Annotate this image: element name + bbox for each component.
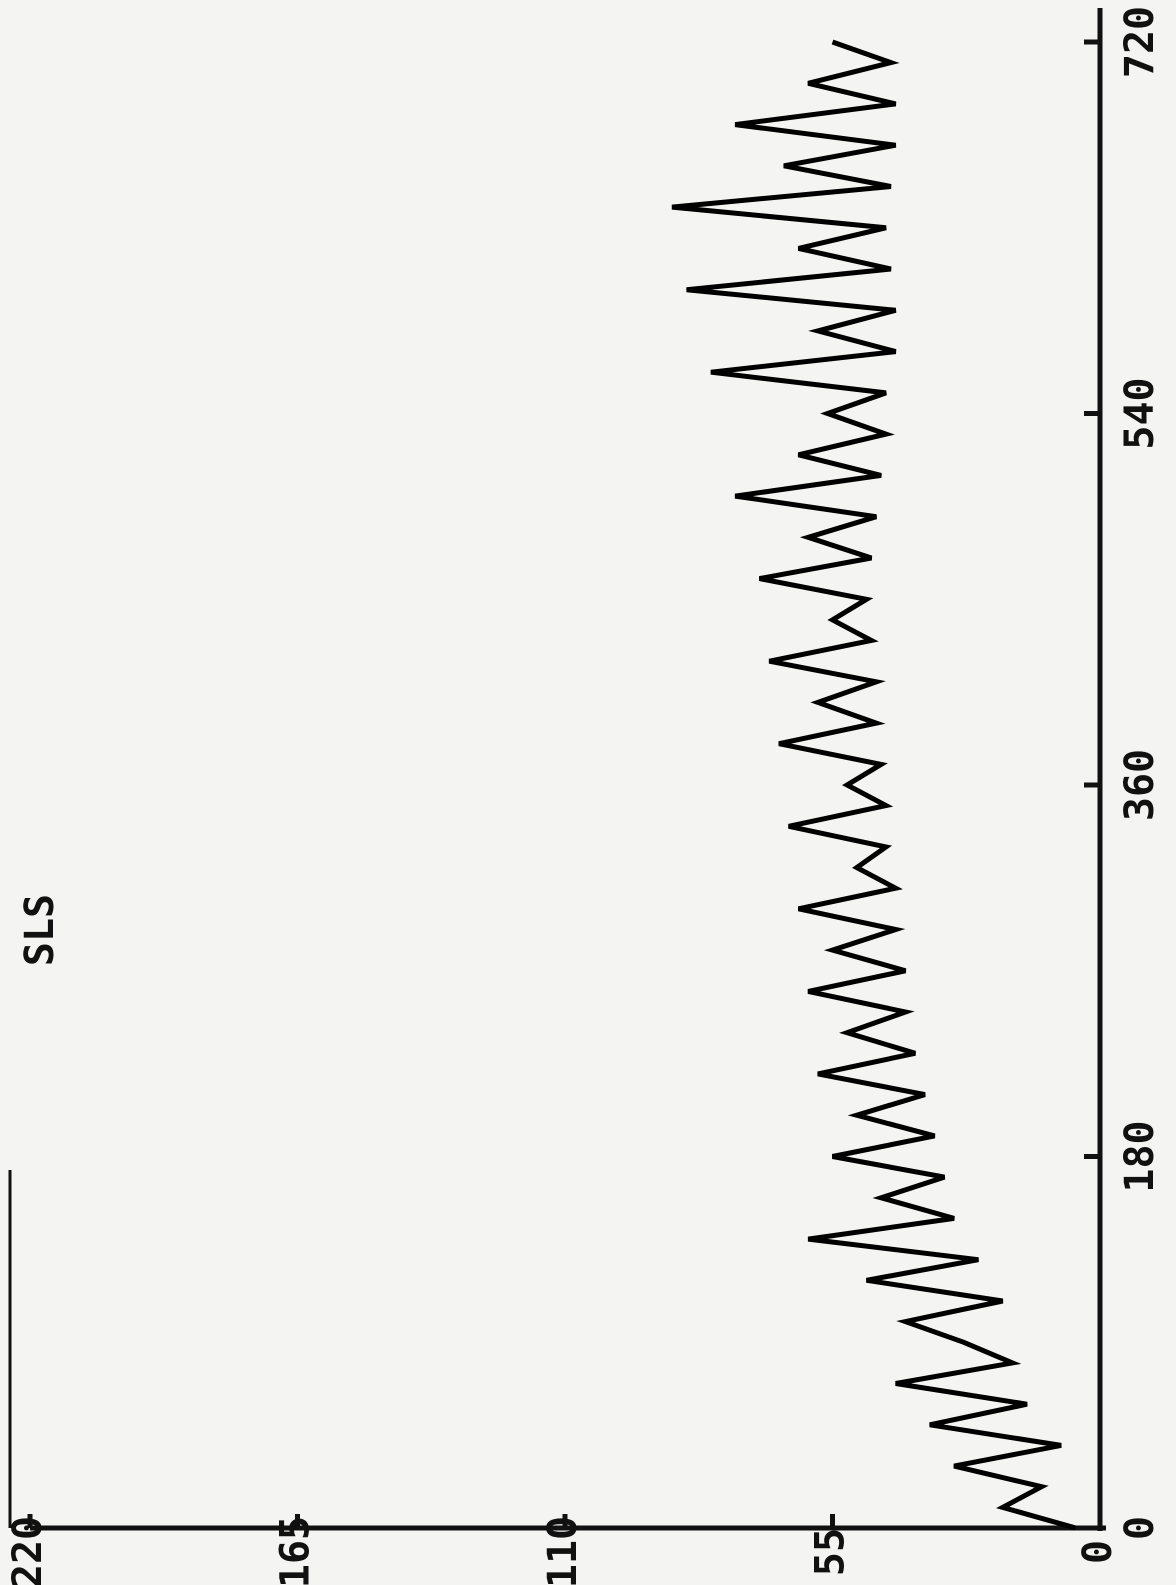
data-line bbox=[671, 39, 1077, 1531]
y-tick-label: 55 bbox=[808, 1528, 854, 1576]
y-tick-label: 0 bbox=[1075, 1540, 1121, 1564]
y-tick-label: 165 bbox=[273, 1516, 319, 1585]
y-tick-label: 110 bbox=[540, 1516, 586, 1585]
x-tick-label: 0 bbox=[1117, 1516, 1163, 1540]
y-axis-label: SLS bbox=[17, 894, 63, 966]
x-tick-label: 180 bbox=[1117, 1120, 1163, 1192]
x-tick-label: 540 bbox=[1117, 377, 1163, 449]
x-tick-label: 720 bbox=[1117, 6, 1163, 78]
y-tick-label: 220 bbox=[5, 1516, 51, 1585]
x-tick-label: 360 bbox=[1117, 749, 1163, 821]
